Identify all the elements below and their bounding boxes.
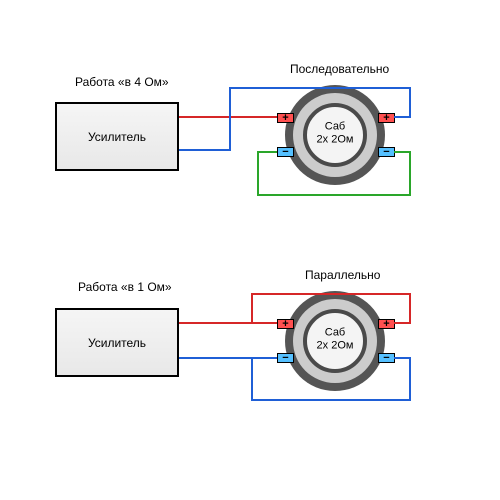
series-term-left-minus-icon: − [277, 147, 294, 157]
parallel-term-right-minus-icon: − [378, 353, 395, 363]
parallel-term-right-plus-icon: + [378, 319, 395, 329]
parallel-sub-label: Саб 2x 2Ом [285, 326, 385, 351]
series-left-title: Работа «в 4 Ом» [75, 75, 169, 89]
series-amplifier-label: Усилитель [88, 130, 146, 144]
series-sub-label: Саб 2x 2Ом [285, 120, 385, 145]
parallel-term-left-plus-icon: + [277, 319, 294, 329]
series-term-right-minus-icon: − [378, 147, 395, 157]
series-subwoofer: Саб 2x 2Ом + − + − [285, 85, 385, 185]
series-amplifier-box: Усилитель [55, 102, 179, 171]
parallel-term-left-minus-icon: − [277, 353, 294, 363]
series-term-right-plus-icon: + [378, 113, 395, 123]
parallel-amplifier-label: Усилитель [88, 336, 146, 350]
parallel-subwoofer: Саб 2x 2Ом + − + − [285, 291, 385, 391]
parallel-amplifier-box: Усилитель [55, 308, 179, 377]
diagram-stage: Работа «в 4 Ом» Последовательно Усилител… [0, 0, 500, 500]
series-right-title: Последовательно [290, 62, 389, 76]
parallel-right-title: Параллельно [305, 268, 380, 282]
series-term-left-plus-icon: + [277, 113, 294, 123]
parallel-left-title: Работа «в 1 Ом» [78, 280, 172, 294]
